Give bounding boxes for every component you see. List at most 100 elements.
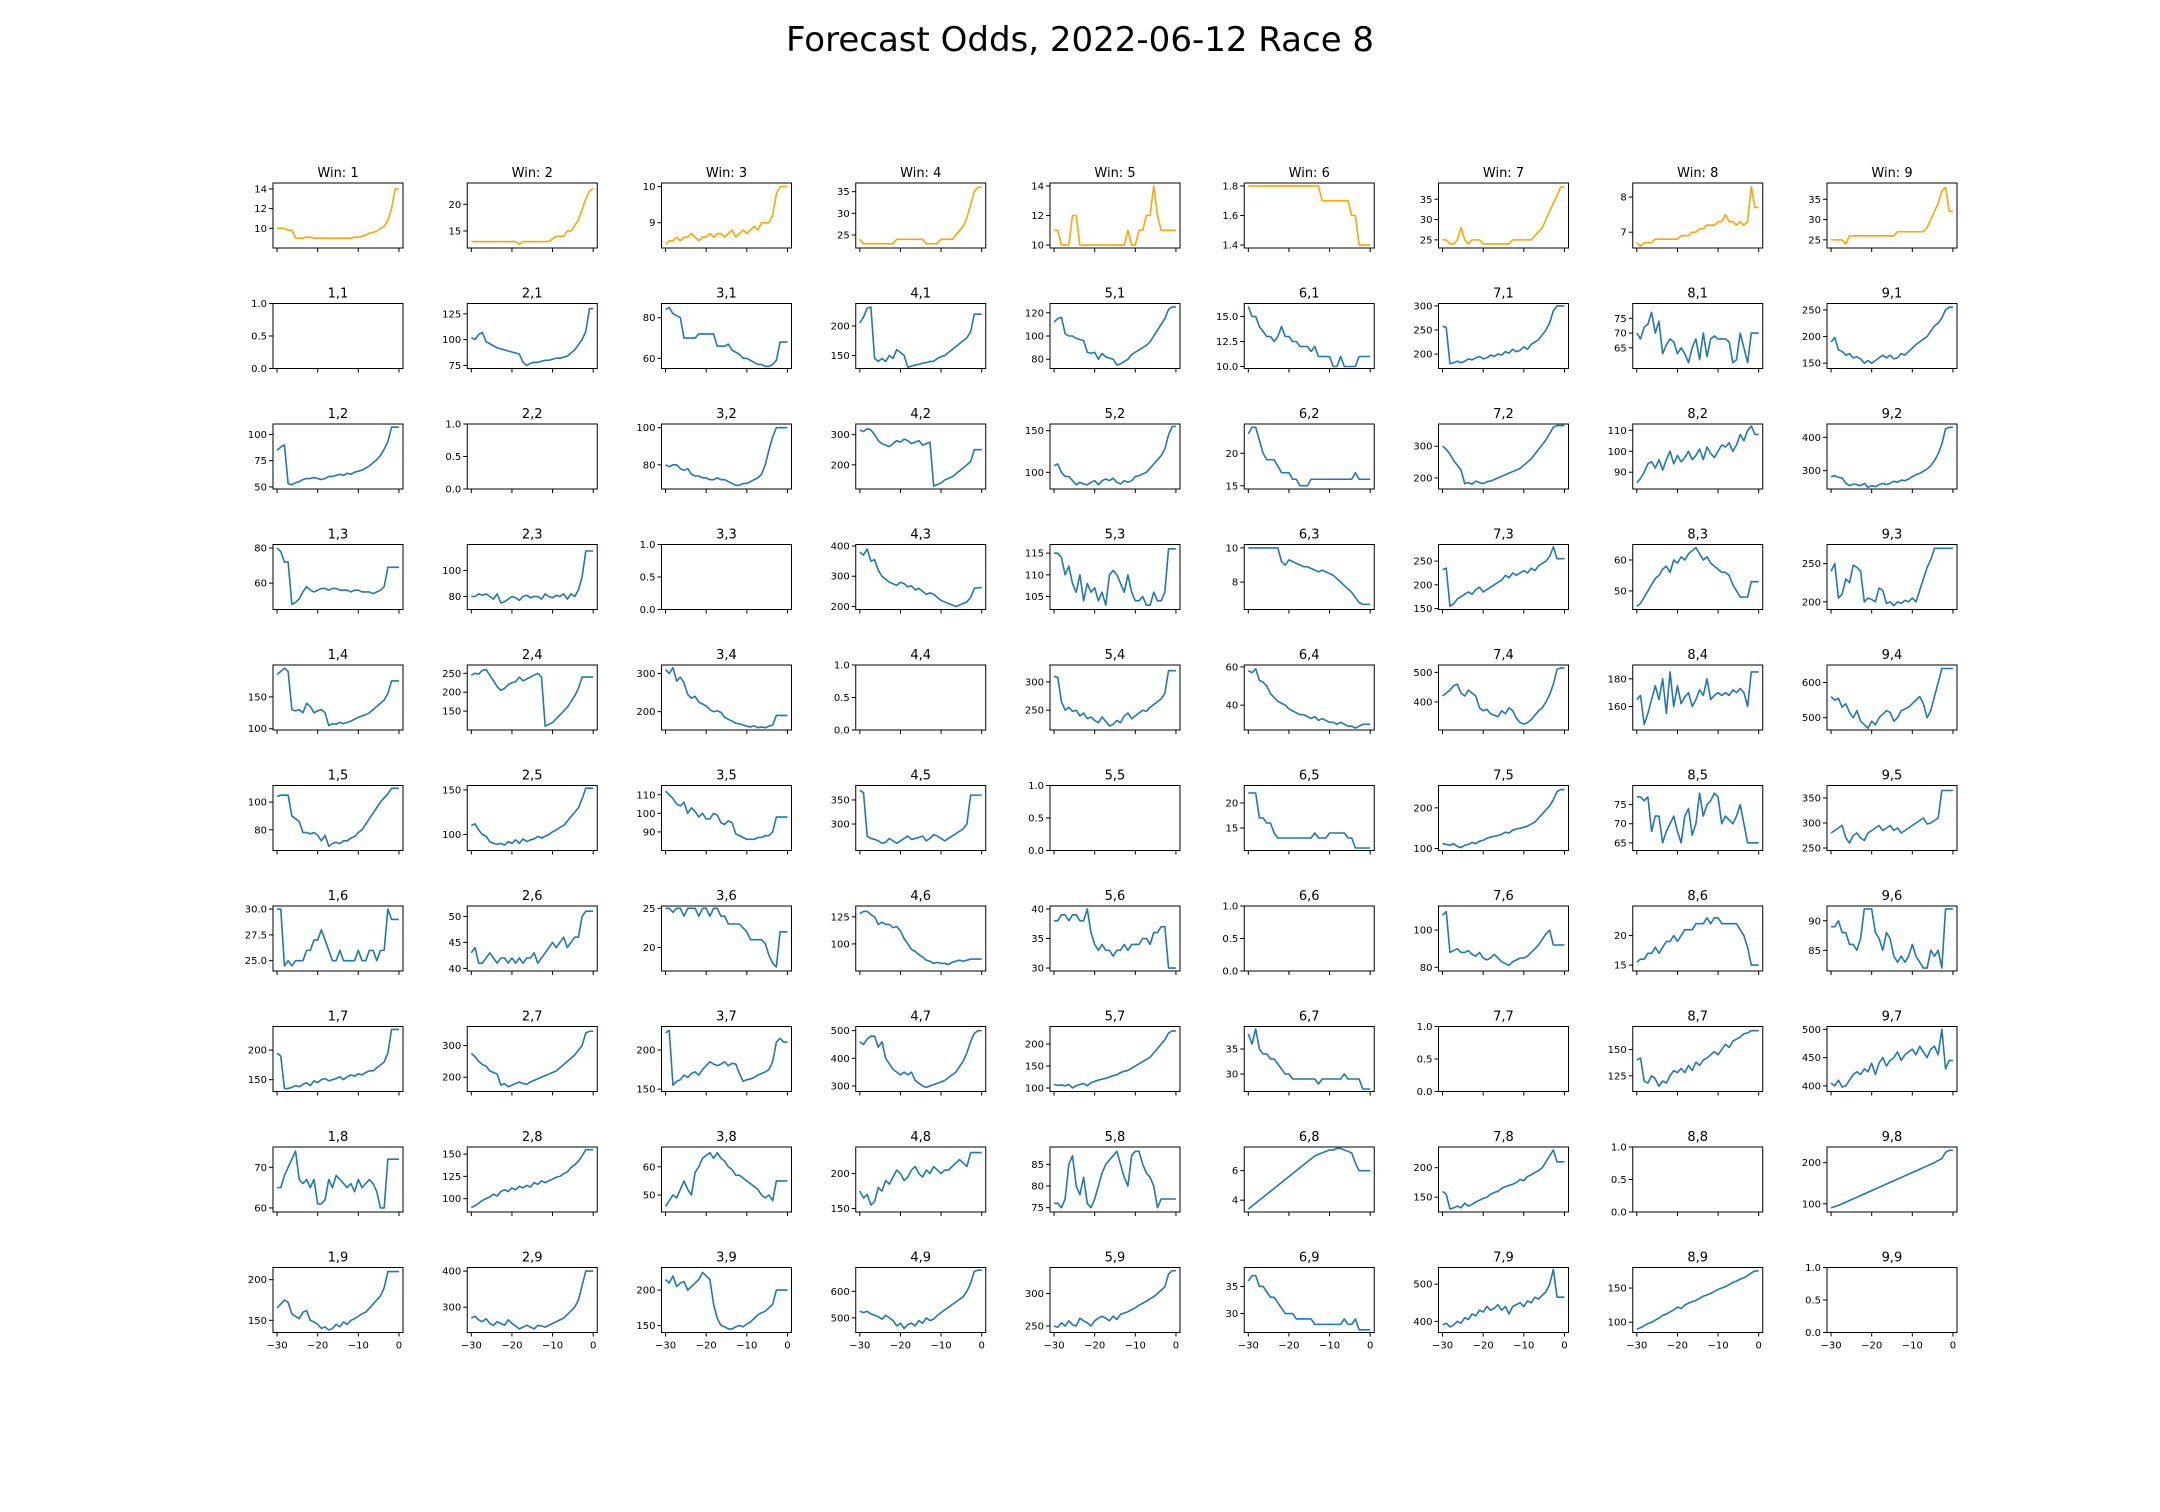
y-tick-label: 110 <box>1608 426 1627 437</box>
y-tick-label: 120 <box>1025 308 1044 319</box>
panel: 1,3 60 80 <box>254 528 404 614</box>
y-tick-label: 150 <box>442 707 461 718</box>
panel: 5,3 105 110 115 <box>1025 528 1181 614</box>
panel: 7,7 0.0 0.5 1.0 <box>1417 1010 1569 1098</box>
win-odds-line <box>1636 185 1759 248</box>
win-odds-line <box>859 186 982 245</box>
y-tick-label: 300 <box>831 572 850 583</box>
y-tick-label: 35 <box>837 187 850 198</box>
axes-frame <box>272 182 404 249</box>
y-tick-label: 500 <box>831 1026 850 1037</box>
axes-frame <box>1243 664 1375 731</box>
panel-title: 7,8 <box>1493 1130 1514 1145</box>
x-tick-label: −30 <box>849 1341 870 1352</box>
panel: 3,3 0.0 0.5 1.0 <box>640 528 792 616</box>
axes-frame <box>855 1267 987 1333</box>
panel-title: 2,3 <box>522 528 543 543</box>
panel-title: 9,4 <box>1882 648 1903 663</box>
y-tick-label: 300 <box>636 669 655 680</box>
axes-frame <box>855 544 987 610</box>
x-tick-label: −10 <box>736 1341 757 1352</box>
panel-title: 6,1 <box>1299 287 1320 302</box>
axes-frame <box>1049 1146 1181 1213</box>
y-tick-label: 50 <box>643 1191 656 1202</box>
y-tick-label: 200 <box>1413 803 1432 814</box>
axes-frame <box>661 664 792 731</box>
panel-title: 7,1 <box>1493 287 1514 302</box>
y-tick-label: 12.5 <box>1216 337 1238 348</box>
y-tick-label: 0.5 <box>1417 1055 1433 1066</box>
y-tick-label: 60 <box>254 579 267 590</box>
y-tick-label: 100 <box>1025 332 1044 343</box>
y-tick-label: 400 <box>1802 433 1821 444</box>
panel: 8,9 100 150 −30 −20 −10 0 <box>1608 1251 1764 1352</box>
panel: 7,4 400 500 <box>1413 648 1569 734</box>
panel: 2,9 300 400 −30 −20 −10 0 <box>442 1251 598 1352</box>
y-tick-label: 85 <box>1808 946 1821 957</box>
y-tick-label: 100 <box>1025 468 1044 479</box>
panel-title: 4,1 <box>910 287 931 302</box>
y-tick-label: 1.0 <box>1417 1022 1433 1033</box>
panel-title: 5,4 <box>1105 648 1126 663</box>
y-tick-label: 35 <box>1226 1282 1239 1293</box>
y-tick-label: 75 <box>254 456 267 467</box>
panel-title: Win: 4 <box>900 166 941 181</box>
y-tick-label: 50 <box>254 482 267 493</box>
axes-frame <box>1243 544 1375 610</box>
panel: 3,1 60 80 <box>643 287 792 373</box>
panel-title: 9,1 <box>1882 287 1903 302</box>
y-tick-label: 0.5 <box>251 332 267 343</box>
panel-title: Win: 8 <box>1677 166 1718 181</box>
y-tick-label: 9 <box>649 218 655 229</box>
forecast-odds-line <box>470 307 594 367</box>
panel: 6,7 30 35 <box>1226 1010 1375 1096</box>
y-tick-label: 150 <box>831 1204 850 1215</box>
panel: 5,2 100 150 <box>1025 407 1181 493</box>
y-tick-label: 200 <box>1802 1158 1821 1169</box>
y-tick-label: 80 <box>1031 355 1044 366</box>
panel: 1,6 25.0 27.5 30.0 <box>245 889 404 975</box>
y-tick-label: 0.5 <box>1805 1296 1821 1307</box>
forecast-odds-line <box>1830 789 1953 844</box>
y-tick-label: 65 <box>1614 343 1627 354</box>
y-tick-label: 0.5 <box>640 573 656 584</box>
y-tick-label: 110 <box>1025 570 1044 581</box>
panel: 2,1 75 100 125 <box>442 287 598 373</box>
panel-title: 1,7 <box>328 1010 349 1025</box>
forecast-odds-line <box>1054 908 1176 969</box>
y-tick-label: 150 <box>248 1316 267 1327</box>
y-tick-label: 60 <box>643 1162 656 1173</box>
y-tick-label: 0.0 <box>1417 1087 1433 1098</box>
y-tick-label: 150 <box>1608 1284 1627 1295</box>
panel-title: 1,2 <box>328 407 349 422</box>
x-tick-label: −20 <box>501 1341 522 1352</box>
y-tick-label: 150 <box>248 692 267 703</box>
y-tick-label: 400 <box>831 542 850 553</box>
y-tick-label: 15 <box>1614 961 1627 972</box>
axes-frame <box>1243 1267 1375 1333</box>
x-tick-label: −30 <box>461 1341 482 1352</box>
panel: Win: 2 15 20 <box>449 166 598 252</box>
y-tick-label: 1.0 <box>1028 781 1044 792</box>
axes-frame <box>1438 785 1569 851</box>
axes-frame <box>1826 1146 1958 1213</box>
axes-frame <box>855 664 987 731</box>
forecast-odds-line <box>664 790 788 841</box>
panel: 5,8 75 80 85 <box>1031 1130 1181 1216</box>
y-tick-label: 150 <box>248 1075 267 1086</box>
forecast-odds-line <box>1054 548 1176 606</box>
forecast-odds-line <box>470 787 594 846</box>
forecast-odds-line <box>1247 1274 1371 1331</box>
forecast-odds-line <box>1053 425 1176 486</box>
y-tick-label: 200 <box>636 1286 655 1297</box>
y-tick-label: 0.5 <box>1028 814 1044 825</box>
win-odds-line <box>277 188 399 239</box>
y-tick-label: 4 <box>1232 1196 1238 1207</box>
y-tick-label: 1.0 <box>640 540 656 551</box>
panel: Win: 3 9 10 <box>643 166 792 252</box>
panel: 1,4 100 150 <box>248 648 404 735</box>
panel: 2,4 150 200 250 <box>442 648 598 734</box>
panel-title: 8,7 <box>1687 1010 1708 1025</box>
panel-title: 4,8 <box>910 1130 931 1145</box>
panel-title: 4,6 <box>910 889 931 904</box>
